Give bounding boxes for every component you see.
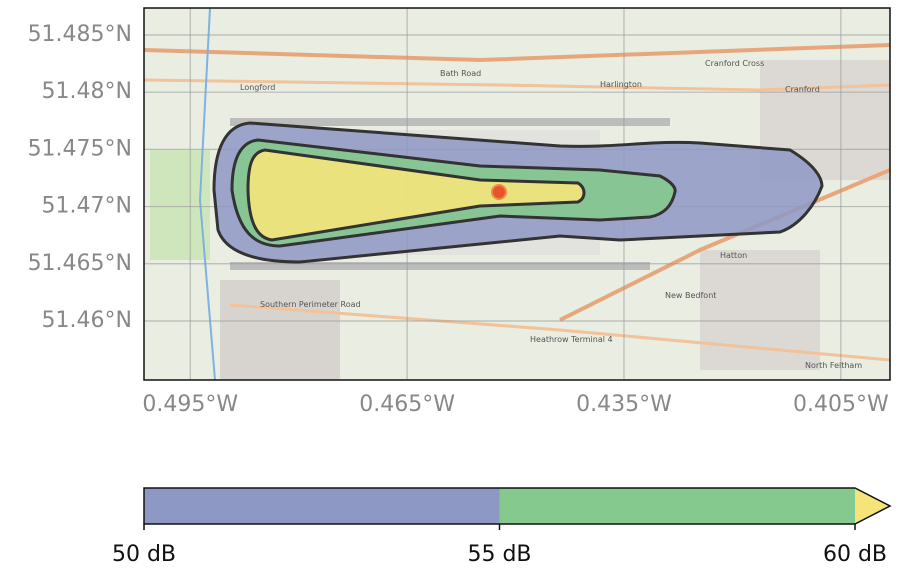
place-label: Cranford	[785, 85, 820, 94]
contour-60	[246, 148, 586, 242]
grid	[144, 8, 890, 380]
road	[144, 78, 890, 92]
runway	[230, 262, 650, 270]
road	[559, 168, 890, 322]
colorbar-extend	[855, 488, 890, 524]
colorbar: 50 dB 55 dB 60 dB	[112, 487, 892, 567]
colorbar-segment	[144, 488, 500, 524]
colorbar-label: 50 dB	[112, 542, 176, 567]
place-label: New Bedfont	[665, 291, 716, 300]
place-label: Cranford Cross	[705, 59, 764, 68]
road	[229, 303, 890, 362]
basemap: Longford Harlington Cranford Cranford Cr…	[144, 8, 890, 380]
place-label: Hatton	[720, 251, 747, 260]
y-tick-label: 51.465°N	[28, 251, 132, 276]
colorbar-label: 55 dB	[467, 542, 531, 567]
place-label: Bath Road	[440, 69, 481, 78]
urban	[700, 250, 820, 370]
river	[198, 8, 216, 380]
map-frame	[143, 7, 891, 381]
y-tick-label: 51.47°N	[42, 194, 132, 219]
x-tick-label: 0.495°W	[142, 392, 238, 417]
colorbar-segment	[499, 488, 855, 524]
colorbar-label: 60 dB	[823, 542, 887, 567]
place-label: Southern Perimeter Road	[260, 300, 361, 309]
road	[144, 43, 890, 63]
y-tick-label: 51.48°N	[42, 79, 132, 104]
place-label: North Feltham	[805, 361, 862, 370]
y-tick-label: 51.475°N	[28, 136, 132, 161]
x-tick-label: 0.465°W	[359, 392, 455, 417]
colorbar-outline	[143, 487, 892, 525]
place-label: Heathrow Terminal 4	[530, 335, 613, 344]
place-label: Harlington	[600, 80, 642, 89]
place-label: Longford	[240, 83, 275, 92]
runway	[230, 118, 670, 126]
urban	[220, 280, 340, 380]
x-tick-label: 0.435°W	[576, 392, 672, 417]
y-tick-label: 51.46°N	[42, 308, 132, 333]
source-point	[491, 184, 507, 200]
y-tick-label: 51.485°N	[28, 22, 132, 47]
x-tick-label: 0.405°W	[793, 392, 889, 417]
